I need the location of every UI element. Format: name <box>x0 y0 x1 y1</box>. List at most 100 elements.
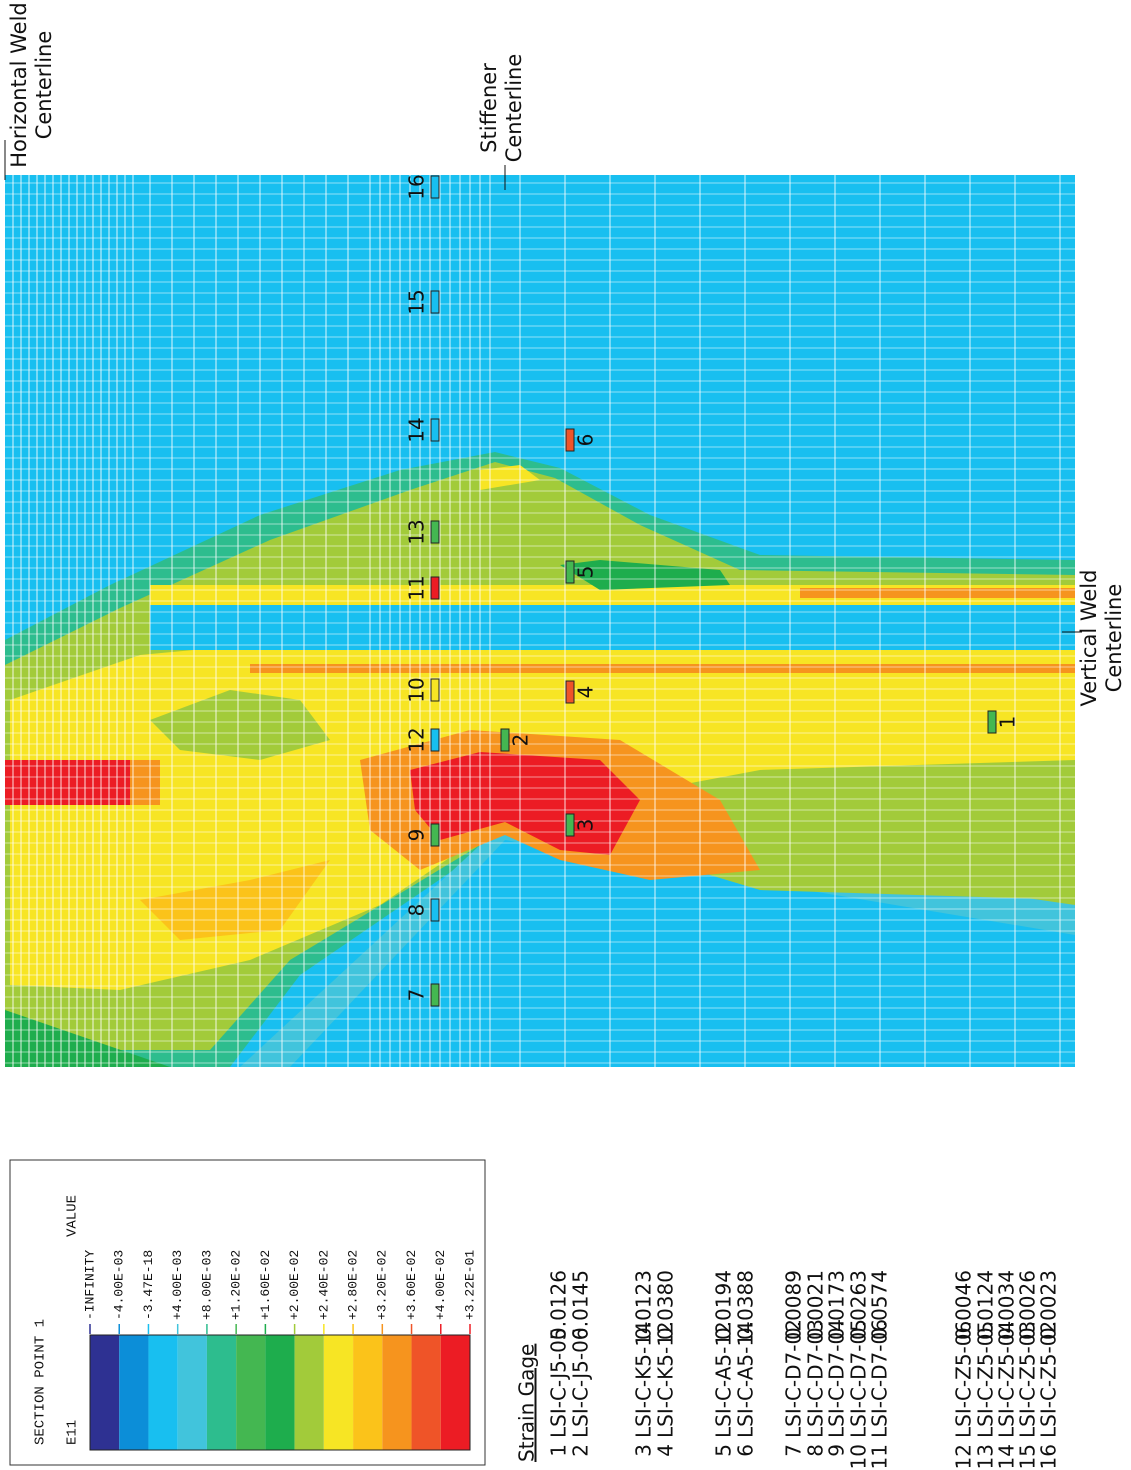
gage-number: 6 <box>574 434 598 447</box>
legend-bar-frame <box>89 1334 471 1451</box>
gage-marker <box>430 290 440 314</box>
list-title: Strain Gage <box>515 1344 539 1462</box>
contour-band <box>480 465 540 490</box>
legend-value: +1.20E-02 <box>229 1250 244 1320</box>
gage-marker <box>430 576 440 600</box>
legend-area: SECTION POINT 1 E11 VALUE -INFINITY -4.00… <box>9 1159 1061 1469</box>
gage-number: 14 <box>405 417 429 442</box>
gage-value: 0.0263 <box>847 1270 871 1340</box>
gage-number: 8 <box>405 904 429 917</box>
gage-number: 9 <box>405 829 429 842</box>
contour-band <box>130 760 160 805</box>
gage-name: LSI-C-A5-14 <box>734 1321 758 1438</box>
legend-value: +1.60E-02 <box>258 1250 273 1320</box>
gage-marker <box>565 813 575 837</box>
gage-id: 12 <box>952 1444 976 1469</box>
gage-marker <box>565 428 575 452</box>
legend-frame <box>9 1159 486 1466</box>
legend-value: +8.00E-03 <box>199 1250 214 1320</box>
gage-marker <box>430 728 440 752</box>
legend-swatch <box>236 1335 266 1450</box>
contour-band <box>800 588 1075 598</box>
legend-swatch <box>353 1335 383 1450</box>
gage-value: 0.0123 <box>632 1270 656 1340</box>
gage-id: 14 <box>995 1444 1019 1469</box>
centerline-label: Vertical Weld <box>1077 570 1101 707</box>
gage-value: 0.0089 <box>782 1270 806 1340</box>
gage-id: 3 <box>632 1444 656 1457</box>
gage-value: 0.0026 <box>1016 1270 1040 1340</box>
gage-number: 4 <box>574 686 598 699</box>
gage-value: 0.0023 <box>1037 1270 1061 1340</box>
gage-marker <box>565 560 575 584</box>
gage-id: 9 <box>825 1444 849 1457</box>
gage-number: 10 <box>405 677 429 702</box>
gage-name: LSI-C-A5-12 <box>712 1321 736 1438</box>
gage-number: 15 <box>405 289 429 314</box>
gage-number: 13 <box>405 519 429 544</box>
contour-band <box>290 840 1075 1067</box>
gage-name: LSI-C-D7-02 <box>782 1319 806 1438</box>
gage-number: 5 <box>574 566 598 579</box>
legend-value: +3.20E-02 <box>375 1250 390 1320</box>
contour-band <box>150 690 330 760</box>
gage-id: 5 <box>712 1444 736 1457</box>
mesh-grid <box>5 175 1075 1067</box>
contour-band <box>650 790 1075 900</box>
gage-id: 15 <box>1016 1444 1040 1469</box>
legend-value: +4.00E-02 <box>433 1250 448 1320</box>
centerline-label: Centerline <box>502 54 526 163</box>
gage-value: 0.0388 <box>734 1270 758 1340</box>
gage-name: LSI-C-K5-12 <box>654 1321 678 1438</box>
gage-id: 8 <box>804 1444 828 1457</box>
gage-name: LSI-C-D7-06 <box>868 1319 892 1438</box>
gage-name: LSI-C-Z5-03 <box>1016 1321 1040 1438</box>
gage-value: 0.0145 <box>569 1270 593 1340</box>
contour-band <box>560 560 730 590</box>
gage-value: 0.0574 <box>868 1270 892 1340</box>
legend-swatch <box>90 1335 120 1450</box>
legend-swatch <box>206 1335 237 1450</box>
contour-band <box>410 752 640 855</box>
legend-value: -INFINITY <box>82 1250 97 1320</box>
gage-name: LSI-C-K5-14 <box>632 1321 656 1438</box>
legend-swatch <box>382 1335 412 1450</box>
contour-band <box>250 664 1075 673</box>
gage-id: 7 <box>782 1444 806 1457</box>
legend-swatch <box>323 1335 354 1450</box>
gage-number: 3 <box>574 819 598 832</box>
gage-name: LSI-C-J5-06 <box>569 1327 593 1438</box>
gage-value: 0.0194 <box>712 1270 736 1340</box>
centerline-label: Centerline <box>1102 584 1126 693</box>
legend-value: -4.00E-03 <box>112 1250 127 1320</box>
legend-swatch <box>148 1335 178 1450</box>
centerline-label: Horizontal Weld <box>7 2 31 168</box>
legend-swatch <box>119 1335 149 1450</box>
gage-marker <box>430 678 440 702</box>
gage-number: 2 <box>509 734 533 747</box>
legend-value: +2.00E-02 <box>287 1250 302 1320</box>
legend-swatch <box>265 1335 295 1450</box>
contour-band <box>5 1010 170 1067</box>
gage-id: 11 <box>868 1444 892 1469</box>
gage-marker <box>565 680 575 704</box>
legend-value: +3.60E-02 <box>404 1250 419 1320</box>
gage-name: LSI-C-Z5-05 <box>974 1321 998 1438</box>
legend-value: +2.40E-02 <box>316 1250 331 1320</box>
gage-value: 0.0380 <box>654 1270 678 1340</box>
gage-name: LSI-C-D7-04 <box>825 1319 849 1438</box>
legend-value: +2.80E-02 <box>346 1250 361 1320</box>
legend-variable: E11 <box>65 1420 81 1445</box>
gage-value: 0.0124 <box>974 1270 998 1340</box>
gage-id: 4 <box>654 1444 678 1457</box>
gage-id: 13 <box>974 1444 998 1469</box>
gage-number: 16 <box>405 174 429 199</box>
gage-id: 2 <box>569 1444 593 1457</box>
gage-list: 1 LSI-C-J5-050.0126 2 LSI-C-J5-060.0145 3 LSI… <box>547 1270 1061 1469</box>
gage-value: 0.0126 <box>547 1270 571 1340</box>
gage-value: 0.0021 <box>804 1270 828 1340</box>
